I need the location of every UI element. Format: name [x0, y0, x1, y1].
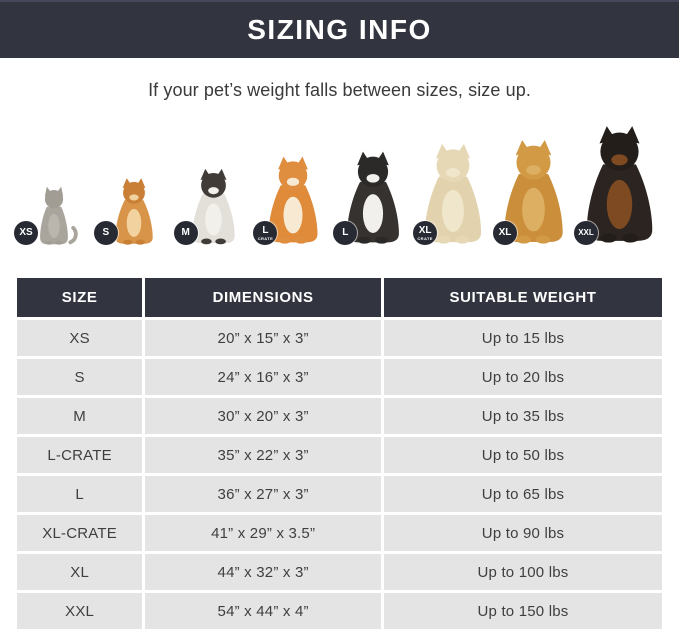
cell-weight: Up to 20 lbs	[384, 359, 662, 395]
cell-size: XXL	[17, 593, 143, 629]
size-badge-sublabel: CRATE	[257, 235, 274, 241]
subtitle: If your pet’s weight falls between sizes…	[148, 80, 531, 100]
table-row: XL 44” x 32” x 3” Up to 100 lbs	[17, 554, 662, 590]
pet-labrador: XL CRATE	[413, 139, 493, 247]
pet-golden-retriever: XL	[492, 135, 574, 247]
table-row: L-CRATE 35” x 22” x 3” Up to 50 lbs	[17, 437, 662, 473]
size-badge-label: XL	[418, 224, 432, 236]
sizing-table: SIZE DIMENSIONS SUITABLE WEIGHT XS 20” x…	[14, 275, 665, 632]
size-badge: XL	[492, 221, 517, 245]
col-header-size: SIZE	[17, 278, 143, 317]
size-badge-label: L	[342, 227, 349, 238]
cell-size: L-CRATE	[17, 437, 143, 473]
table-header-row: SIZE DIMENSIONS SUITABLE WEIGHT	[17, 278, 662, 317]
size-badge-label: XXL	[578, 228, 594, 237]
cell-weight: Up to 65 lbs	[384, 476, 662, 512]
size-badge-label: L	[262, 224, 269, 236]
table-row: XS 20” x 15” x 3” Up to 15 lbs	[17, 320, 662, 356]
cell-weight: Up to 50 lbs	[384, 437, 662, 473]
pets-row: XS S M L CRATE L XL	[12, 101, 667, 247]
size-badge: XXL	[573, 221, 598, 245]
cell-dimensions: 36” x 27” x 3”	[145, 476, 382, 512]
cell-weight: Up to 15 lbs	[384, 320, 662, 356]
pet-pomeranian: S	[93, 175, 174, 247]
table-row: M 30” x 20” x 3” Up to 35 lbs	[17, 398, 662, 434]
cell-size: XS	[17, 320, 143, 356]
pet-cat: XS	[14, 181, 94, 247]
table-body: XS 20” x 15” x 3” Up to 15 lbs S 24” x 1…	[17, 320, 662, 629]
page-title: SIZING INFO	[247, 14, 432, 45]
cell-dimensions: 41” x 29” x 3.5”	[145, 515, 382, 551]
header-bar: SIZING INFO	[0, 0, 679, 58]
cell-weight: Up to 100 lbs	[384, 554, 662, 590]
cell-dimensions: 20” x 15” x 3”	[145, 320, 382, 356]
table-row: S 24” x 16” x 3” Up to 20 lbs	[17, 359, 662, 395]
cell-size: S	[17, 359, 143, 395]
table-row: XXL 54” x 44” x 4” Up to 150 lbs	[17, 593, 662, 629]
pet-border-collie: L	[333, 147, 413, 247]
table-row: L 36” x 27” x 3” Up to 65 lbs	[17, 476, 662, 512]
size-badge: XS	[14, 221, 38, 245]
cell-dimensions: 35” x 22” x 3”	[145, 437, 382, 473]
size-badge: M	[173, 221, 198, 245]
size-badge: L CRATE	[253, 221, 278, 245]
pet-shiba-inu: L CRATE	[253, 152, 333, 247]
pet-doberman: XXL	[573, 120, 665, 247]
pet-french-bulldog: M	[173, 165, 254, 247]
cell-weight: Up to 150 lbs	[384, 593, 662, 629]
cell-weight: Up to 90 lbs	[384, 515, 662, 551]
cell-dimensions: 24” x 16” x 3”	[145, 359, 382, 395]
cell-size: XL	[17, 554, 143, 590]
cell-size: M	[17, 398, 143, 434]
col-header-weight: SUITABLE WEIGHT	[384, 278, 662, 317]
cell-dimensions: 54” x 44” x 4”	[145, 593, 382, 629]
size-badge: S	[93, 221, 118, 245]
col-header-dimensions: DIMENSIONS	[145, 278, 382, 317]
cell-size: L	[17, 476, 143, 512]
size-badge-sublabel: CRATE	[417, 235, 433, 241]
cell-size: XL-CRATE	[17, 515, 143, 551]
size-badge-label: XS	[19, 227, 33, 238]
cell-weight: Up to 35 lbs	[384, 398, 662, 434]
size-badge-label: S	[102, 227, 110, 238]
size-badge-label: XL	[498, 227, 512, 238]
table-row: XL-CRATE 41” x 29” x 3.5” Up to 90 lbs	[17, 515, 662, 551]
size-badge-label: M	[181, 227, 190, 238]
size-badge: XL CRATE	[413, 221, 438, 245]
cell-dimensions: 44” x 32” x 3”	[145, 554, 382, 590]
size-badge: L	[333, 221, 358, 245]
cell-dimensions: 30” x 20” x 3”	[145, 398, 382, 434]
